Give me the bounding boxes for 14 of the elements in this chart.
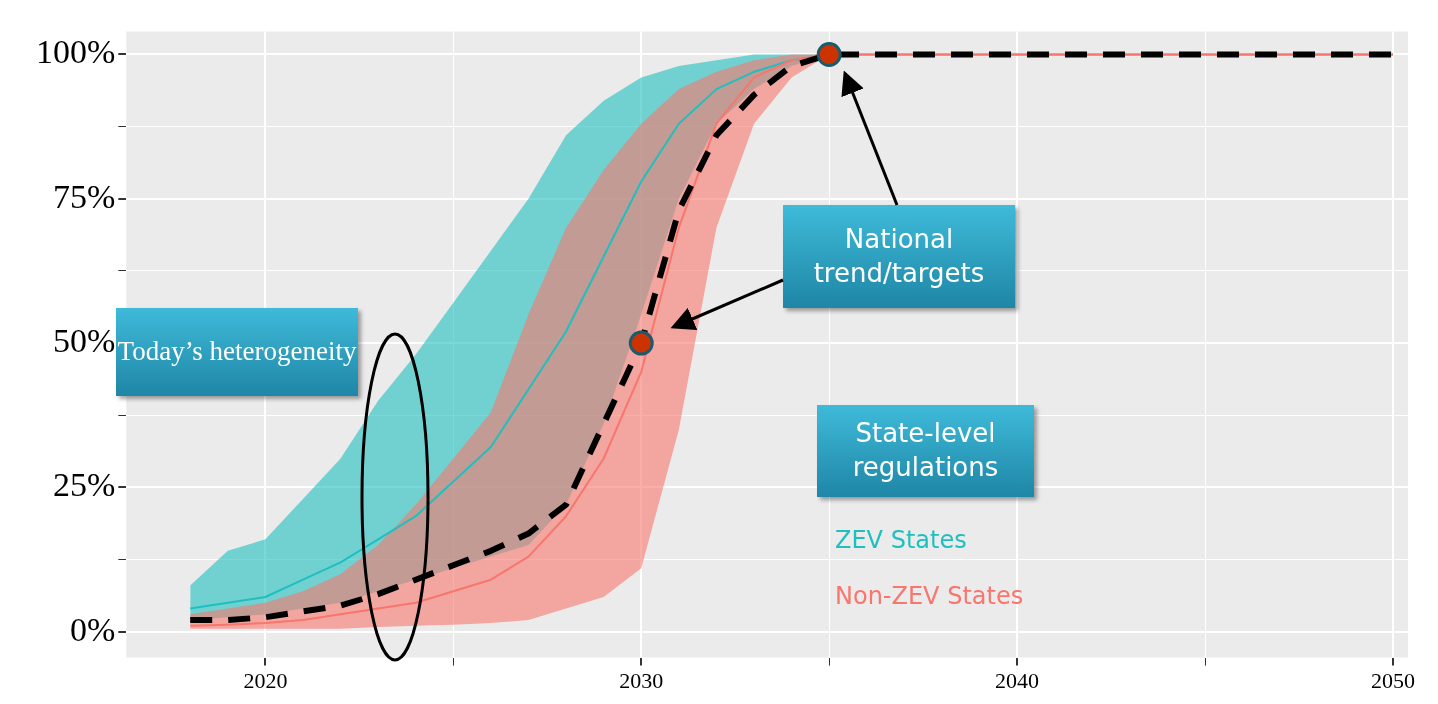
callout-box: State-level regulations [817, 405, 1034, 497]
x-tick-label: 2030 [619, 667, 664, 693]
x-tick-label: 2050 [1370, 667, 1415, 693]
x-tick-label: 2040 [995, 667, 1040, 693]
y-tick-label: 100% [35, 33, 116, 71]
callout-box: National trend/targets [783, 205, 1015, 308]
x-tick-label: 2020 [243, 667, 288, 693]
y-tick-label: 75% [52, 177, 116, 215]
y-tick-label: 0% [69, 610, 116, 648]
y-tick-label: 25% [52, 466, 116, 504]
callout-box: Today’s heterogeneity [116, 308, 358, 396]
y-tick-label: 50% [52, 321, 116, 359]
text: Non-ZEV States [835, 582, 1024, 612]
text: ZEV States [835, 526, 968, 556]
